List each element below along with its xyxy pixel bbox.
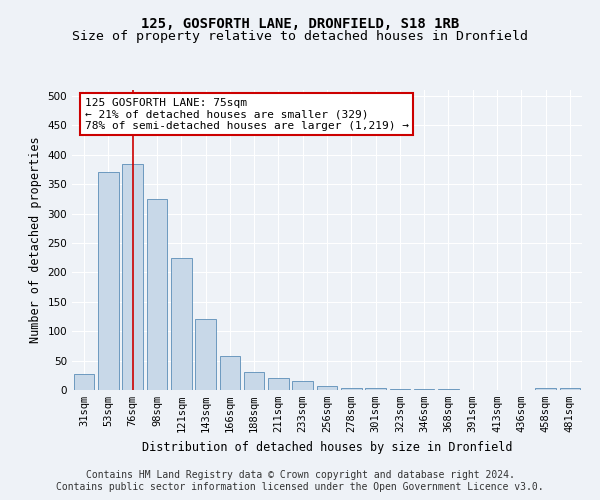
- Bar: [122, 164, 143, 390]
- Y-axis label: Number of detached properties: Number of detached properties: [29, 136, 42, 344]
- Bar: [317, 386, 337, 390]
- Text: Size of property relative to detached houses in Dronfield: Size of property relative to detached ho…: [72, 30, 528, 43]
- Bar: [292, 381, 313, 390]
- Bar: [244, 372, 265, 390]
- Text: Contains public sector information licensed under the Open Government Licence v3: Contains public sector information licen…: [56, 482, 544, 492]
- Bar: [74, 374, 94, 390]
- Bar: [535, 388, 556, 390]
- Bar: [365, 388, 386, 390]
- Bar: [98, 172, 119, 390]
- Bar: [268, 378, 289, 390]
- X-axis label: Distribution of detached houses by size in Dronfield: Distribution of detached houses by size …: [142, 440, 512, 454]
- Bar: [220, 356, 240, 390]
- Bar: [560, 388, 580, 390]
- Bar: [171, 258, 191, 390]
- Text: Contains HM Land Registry data © Crown copyright and database right 2024.: Contains HM Land Registry data © Crown c…: [86, 470, 514, 480]
- Bar: [389, 389, 410, 390]
- Bar: [195, 320, 216, 390]
- Bar: [341, 388, 362, 390]
- Bar: [146, 199, 167, 390]
- Text: 125, GOSFORTH LANE, DRONFIELD, S18 1RB: 125, GOSFORTH LANE, DRONFIELD, S18 1RB: [141, 18, 459, 32]
- Text: 125 GOSFORTH LANE: 75sqm
← 21% of detached houses are smaller (329)
78% of semi-: 125 GOSFORTH LANE: 75sqm ← 21% of detach…: [85, 98, 409, 131]
